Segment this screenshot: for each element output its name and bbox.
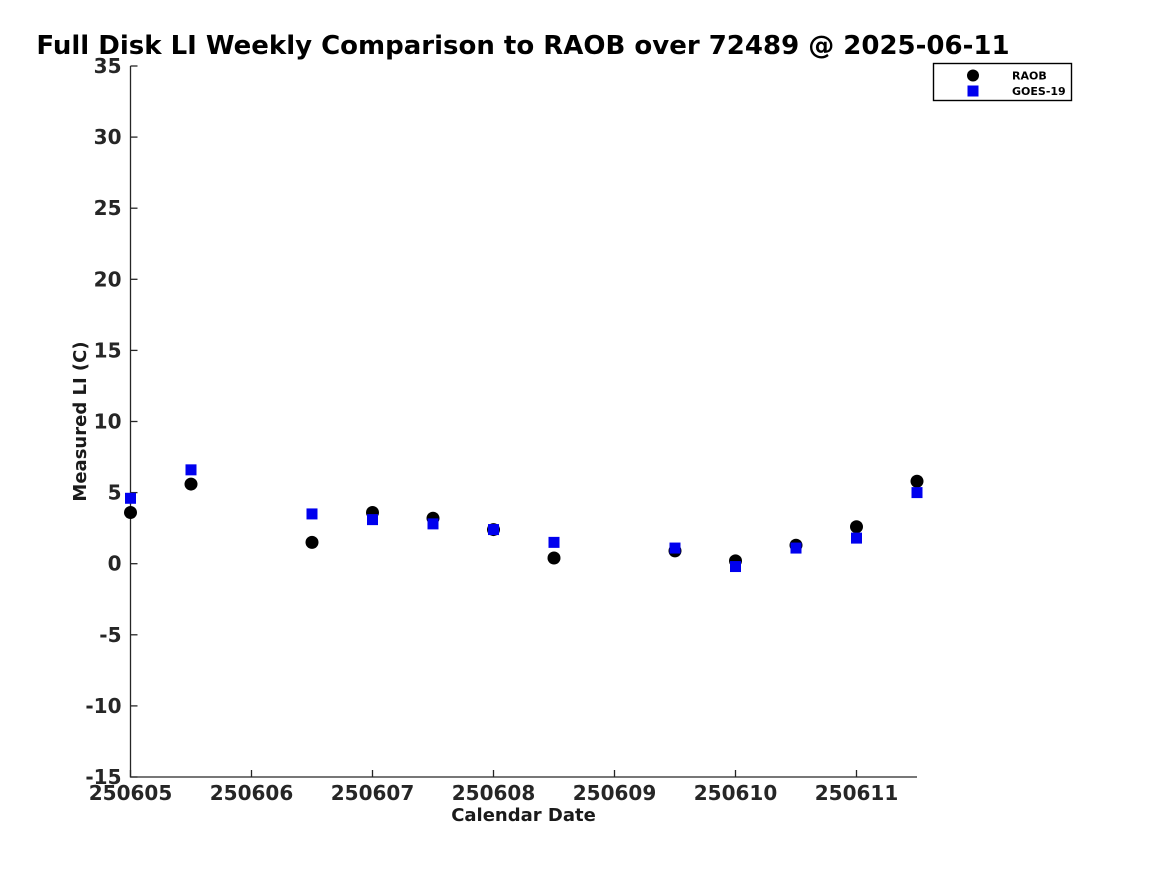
data-point-goes-19 [730, 561, 741, 573]
legend-label: RAOB [1012, 70, 1047, 83]
y-tick-label: 20 [94, 267, 122, 291]
legend-label: GOES-19 [1012, 85, 1066, 98]
data-point-goes-19 [548, 536, 560, 548]
y-tick-label: -15 [85, 765, 121, 789]
data-point-goes-19 [488, 524, 499, 536]
data-point-goes-19 [367, 514, 378, 526]
data-point-goes-19 [669, 542, 681, 554]
x-tick-label: 250611 [815, 781, 899, 805]
data-point-goes-19 [306, 508, 318, 520]
chart-title: Full Disk LI Weekly Comparison to RAOB o… [36, 31, 1009, 61]
x-tick-label: 250608 [452, 781, 536, 805]
data-point-raob [184, 477, 198, 491]
data-point-raob [305, 535, 319, 549]
y-tick-label: -10 [85, 694, 121, 718]
data-point-goes-19 [911, 487, 923, 499]
y-tick-label: 5 [108, 481, 122, 505]
axis-spines [129, 66, 917, 778]
data-point-raob [124, 506, 137, 520]
data-point-goes-19 [851, 532, 862, 544]
y-tick-label: -5 [99, 623, 121, 647]
x-axis-label: Calendar Date [451, 805, 596, 826]
data-point-raob [850, 520, 863, 534]
y-tick-label: 0 [108, 552, 122, 576]
x-tick-label: 250610 [694, 781, 778, 805]
data-point-raob [547, 551, 561, 565]
y-tick-label: 15 [94, 338, 122, 362]
y-tick-label: 10 [94, 410, 122, 434]
legend: RAOB GOES-19 [932, 62, 1073, 102]
y-tick-label: 35 [94, 54, 122, 78]
x-tick-label: 250609 [573, 781, 657, 805]
y-tick-label: 25 [94, 196, 122, 220]
x-tick-label: 250606 [210, 781, 294, 805]
y-tick-label: 30 [94, 125, 122, 149]
data-point-goes-19 [790, 542, 802, 554]
data-point-goes-19 [185, 464, 197, 476]
data-point-goes-19 [427, 518, 439, 530]
legend-marker-goes-19-icon [967, 85, 979, 97]
plot-area [124, 464, 924, 573]
y-axis-label: Measured LI (C) [70, 341, 91, 501]
data-point-raob [910, 474, 924, 488]
axes: -15 -10 -5 0 5 10 15 20 25 30 35 250605 250606 250607… [85, 54, 917, 805]
legend-marker-raob-icon [967, 69, 979, 82]
data-point-goes-19 [125, 492, 136, 504]
x-tick-label: 250605 [89, 781, 173, 805]
legend-box [932, 62, 1073, 102]
x-tick-label: 250607 [331, 781, 415, 805]
